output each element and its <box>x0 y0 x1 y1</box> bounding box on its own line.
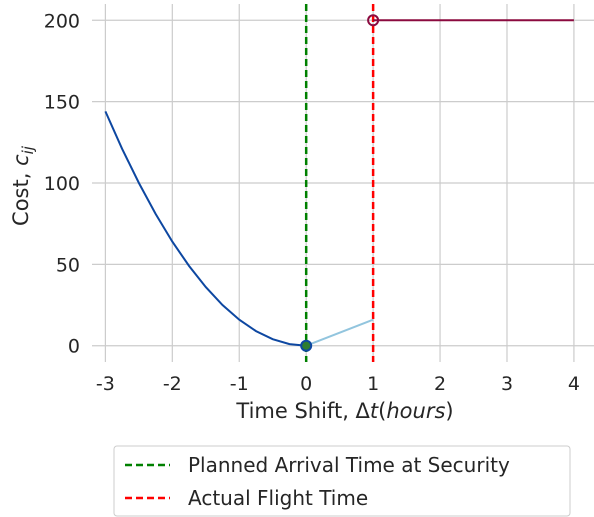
x-tick-label: -3 <box>96 373 115 395</box>
x-tick-label: 1 <box>367 373 379 395</box>
y-tick-label: 50 <box>56 254 80 276</box>
x-tick-label: 3 <box>501 373 513 395</box>
x-tick-label: 2 <box>434 373 446 395</box>
marker-point-1 <box>367 14 380 27</box>
y-tick-label: 0 <box>68 336 80 358</box>
x-tick-label: 4 <box>568 373 580 395</box>
x-tick-label: -1 <box>230 373 249 395</box>
legend: Planned Arrival Time at Security Actual … <box>113 445 571 517</box>
plot-data <box>104 4 574 362</box>
x-axis-label: Time Shift, Δt(hours) <box>235 399 453 423</box>
y-axis-label: Cost, cij <box>9 145 37 226</box>
marker-point-0 <box>300 339 313 352</box>
y-tick-label: 150 <box>44 92 80 114</box>
grid <box>92 4 594 362</box>
x-tick-label: 0 <box>300 373 312 395</box>
y-tick-label: 100 <box>44 173 80 195</box>
legend-label-actual-flight: Actual Flight Time <box>188 486 368 510</box>
series-line-0 <box>104 110 307 347</box>
tick-labels: -3 -2 -1 0 1 2 3 4 0 50 100 150 200 <box>44 10 580 395</box>
legend-label-planned-arrival: Planned Arrival Time at Security <box>188 453 510 477</box>
legend-box <box>113 445 571 517</box>
x-tick-label: -2 <box>163 373 182 395</box>
series-line-1 <box>305 318 374 347</box>
y-tick-label: 200 <box>44 10 80 32</box>
